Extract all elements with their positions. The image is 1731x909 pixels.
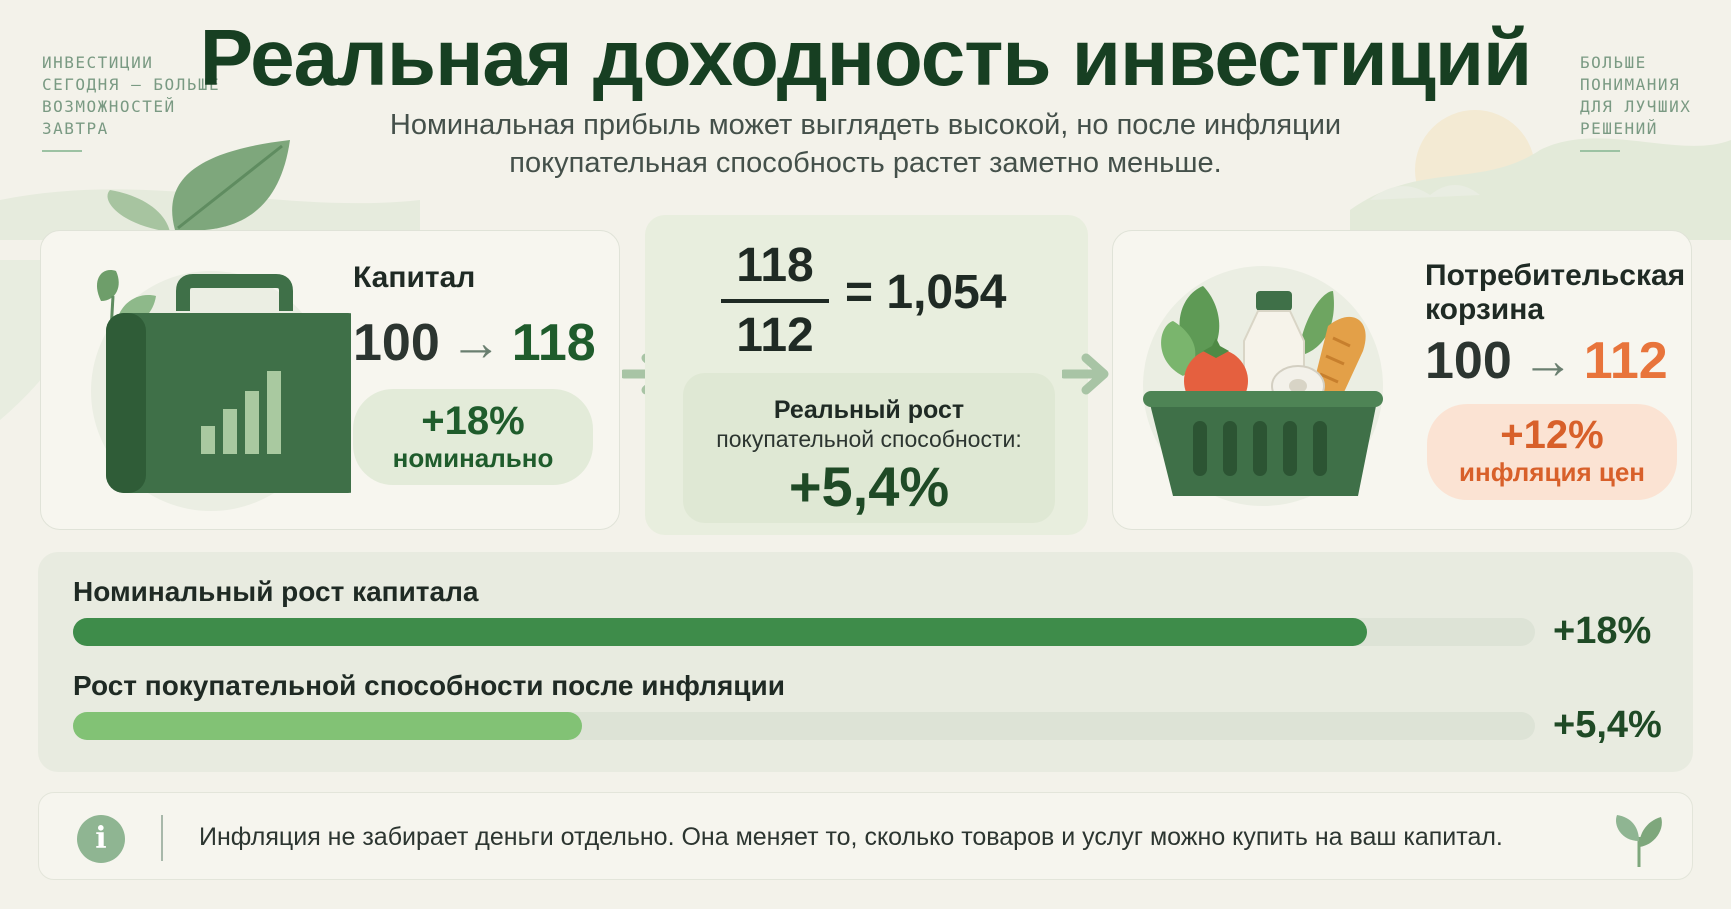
bar-value-real: +5,4% bbox=[1553, 704, 1662, 746]
bar-fill-real bbox=[73, 712, 582, 740]
tagline-right: Больше понимания для лучших решений bbox=[1580, 52, 1710, 152]
basket-arrow-icon: → bbox=[1521, 332, 1574, 390]
nominal-growth-label: номинально bbox=[392, 443, 554, 473]
equation-result: = 1,054 bbox=[845, 265, 1007, 320]
tagline-right-rule bbox=[1580, 150, 1620, 152]
inflation-badge: +12% инфляция цен bbox=[1427, 404, 1677, 500]
leaf-decoration-icon bbox=[107, 140, 290, 232]
capital-title: Капитал bbox=[353, 261, 476, 294]
subtitle-line-1: Номинальная прибыль может выглядеть высо… bbox=[389, 109, 1342, 141]
tagline-left-text: Инвестиции сегодня — больше возможностей… bbox=[42, 53, 221, 138]
info-icon: i bbox=[77, 815, 125, 863]
real-growth-label-1: Реальный рост bbox=[773, 396, 965, 424]
capital-arrow-icon: → bbox=[449, 314, 502, 372]
nominal-growth-value: +18% bbox=[421, 399, 525, 443]
sprout-icon bbox=[1615, 815, 1662, 867]
note-text: Инфляция не забирает деньги отдельно. Он… bbox=[199, 823, 1503, 851]
fraction: 118 112 bbox=[715, 235, 835, 367]
real-growth-label-2: покупательной способности: bbox=[716, 426, 1022, 452]
fraction-bar bbox=[721, 299, 829, 303]
bar-track-real bbox=[73, 712, 1535, 740]
tagline-left-rule bbox=[42, 150, 82, 152]
bar-track-nominal bbox=[73, 618, 1535, 646]
inflation-value: +12% bbox=[1500, 413, 1604, 457]
real-growth-box: Реальный рост покупательной способности:… bbox=[683, 373, 1055, 523]
basket-flow: 100 → 112 bbox=[1425, 331, 1668, 391]
bar-label-real: Рост покупательной способности после инф… bbox=[73, 670, 785, 701]
calculation-card: 118 112 = 1,054 Реальный рост покупатель… bbox=[645, 215, 1088, 535]
flow-arrow-icon bbox=[1062, 353, 1109, 395]
inflation-label: инфляция цен bbox=[1459, 457, 1645, 487]
page-subtitle: Номинальная прибыль может выглядеть высо… bbox=[300, 106, 1431, 182]
capital-flow: 100 → 118 bbox=[353, 313, 596, 373]
bar-value-nominal: +18% bbox=[1553, 610, 1652, 652]
comparison-bars-panel: Номинальный рост капитала +18% Рост поку… bbox=[38, 552, 1693, 772]
tagline-left: Инвестиции сегодня — больше возможностей… bbox=[42, 52, 232, 152]
capital-card: Капитал 100 → 118 +18% номинально bbox=[40, 230, 620, 530]
ratio-result: 1,054 bbox=[886, 266, 1007, 319]
bar-label-nominal: Номинальный рост капитала bbox=[73, 576, 479, 607]
grocery-basket-icon bbox=[1143, 266, 1383, 506]
basket-title-line-2: корзина bbox=[1425, 293, 1545, 326]
bar-fill-nominal bbox=[73, 618, 1367, 646]
basket-title: Потребительская корзина bbox=[1425, 259, 1685, 327]
basket-title-line-1: Потребительская bbox=[1425, 259, 1686, 292]
capital-to: 118 bbox=[511, 314, 596, 372]
basket-card: Потребительская корзина 100 → 112 +12% инф… bbox=[1112, 230, 1692, 530]
page-title: Реальная доходность инвестиций bbox=[199, 13, 1532, 102]
nominal-growth-badge: +18% номинально bbox=[353, 389, 593, 485]
capital-from: 100 bbox=[353, 314, 440, 372]
basket-to: 112 bbox=[1583, 332, 1668, 390]
briefcase-chart-icon bbox=[91, 270, 351, 511]
subtitle-line-2: покупательная способность растет заметно… bbox=[509, 147, 1222, 179]
fraction-denominator: 112 bbox=[736, 309, 814, 362]
fraction-numerator: 118 bbox=[736, 239, 814, 292]
note-divider bbox=[161, 815, 163, 861]
equals-sign: = bbox=[845, 266, 874, 319]
tagline-right-text: Больше понимания для лучших решений bbox=[1580, 53, 1692, 138]
info-note: i Инфляция не забирает деньги отдельно. … bbox=[38, 792, 1693, 880]
basket-from: 100 bbox=[1425, 332, 1512, 390]
real-growth-value: +5,4% bbox=[788, 455, 950, 518]
